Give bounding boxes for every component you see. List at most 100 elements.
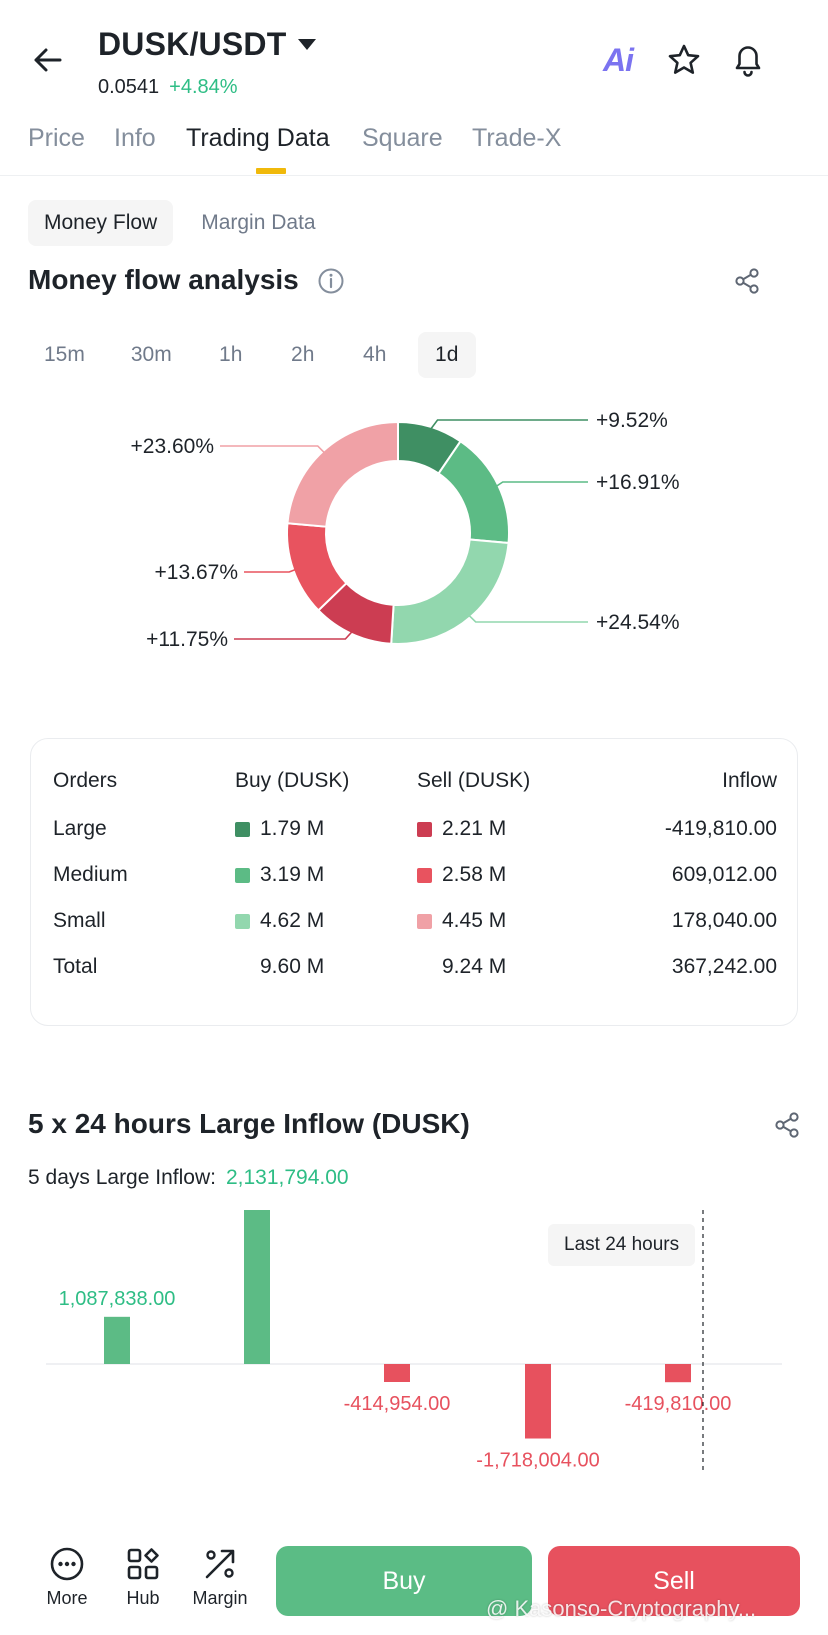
table-header: Orders Buy (DUSK) Sell (DUSK) Inflow xyxy=(31,769,799,809)
period-4h[interactable]: 4h xyxy=(363,343,387,366)
bar-value-label: -1,718,004.00 xyxy=(476,1450,599,1472)
donut-leader-line xyxy=(220,445,327,455)
period-1d[interactable]: 1d xyxy=(417,332,476,378)
sell-medium-swatch xyxy=(417,867,432,883)
row-inflow: 178,040.00 xyxy=(671,909,777,932)
row-inflow: 609,012.00 xyxy=(671,863,777,886)
ai-icon: Ai xyxy=(603,41,634,78)
last-24-hours-tag: Last 24 hours xyxy=(548,1224,696,1266)
bottom-action-bar: More Hub Margin Buy Sell xyxy=(0,1520,828,1635)
donut-label: +24.54% xyxy=(596,611,680,634)
share-icon[interactable] xyxy=(772,1110,802,1140)
bar-value-label: -419,810.00 xyxy=(625,1393,732,1415)
subtab-money-flow[interactable]: Money Flow xyxy=(28,200,174,246)
main-tabs: Price Info Trading Data Square Trade-X xyxy=(0,118,828,176)
more-label: More xyxy=(46,1588,88,1608)
watermark-text: @ Kasonso-Cryptography... xyxy=(486,1596,757,1621)
header-orders: Orders xyxy=(53,769,118,792)
donut-label: +13.67% xyxy=(155,561,239,584)
pair-selector[interactable]: DUSK/USDT xyxy=(98,26,317,63)
row-sell: 2.58 M xyxy=(442,863,507,886)
row-buy: 4.62 M xyxy=(260,909,325,932)
margin-button[interactable]: Margin xyxy=(180,1546,260,1609)
alert-button[interactable] xyxy=(728,40,768,80)
tab-price[interactable]: Price xyxy=(28,124,85,152)
buy-small-swatch xyxy=(235,913,250,929)
donut-leader-line xyxy=(467,613,588,623)
margin-label: Margin xyxy=(192,1588,248,1608)
header-sell: Sell (DUSK) xyxy=(417,769,531,792)
sub-tabs: Money Flow Margin Data xyxy=(28,200,332,246)
hub-icon xyxy=(127,1548,159,1580)
row-inflow: -419,810.00 xyxy=(664,817,777,840)
inflow-bar xyxy=(665,1364,691,1383)
large-inflow-bar-chart: 1,087,838.003,596,724.00-414,954.00-1,71… xyxy=(46,1210,782,1472)
bell-icon xyxy=(735,46,761,77)
row-order: Large xyxy=(53,817,107,840)
sell-large-swatch xyxy=(417,821,432,837)
back-arrow-icon[interactable] xyxy=(30,42,66,78)
row-sell: 4.45 M xyxy=(442,909,507,932)
table-row: Large 1.79 M 2.21 M -419,810.00 xyxy=(31,817,799,857)
row-order: Total xyxy=(53,955,98,978)
five-days-value: 2,131,794.00 xyxy=(225,1166,349,1189)
subtab-margin-data[interactable]: Margin Data xyxy=(201,211,316,234)
period-30m[interactable]: 30m xyxy=(130,343,172,366)
five-days-inflow: 5 days Large Inflow: 2,131,794.00 xyxy=(28,1166,349,1190)
pair-title: DUSK/USDT xyxy=(98,26,287,62)
sell-button[interactable]: Sell xyxy=(548,1546,800,1616)
table-row-total: Total 9.60 M 9.24 M 367,242.00 xyxy=(31,955,799,995)
hub-label: Hub xyxy=(126,1588,160,1608)
donut-slice-sell-small xyxy=(286,420,399,528)
row-buy: 1.79 M xyxy=(260,817,325,840)
period-1h[interactable]: 1h xyxy=(219,343,243,366)
tab-trading-data[interactable]: Trading Data xyxy=(186,124,330,152)
price-line: 0.0541 +4.84% xyxy=(98,76,238,99)
donut-label: +23.60% xyxy=(131,435,215,458)
share-icon[interactable] xyxy=(732,266,762,296)
table-row: Medium 3.19 M 2.58 M 609,012.00 xyxy=(31,863,799,903)
row-order: Small xyxy=(53,909,106,932)
table-row: Small 4.62 M 4.45 M 178,040.00 xyxy=(31,909,799,949)
row-inflow: 367,242.00 xyxy=(671,955,777,978)
bar-value-label: 1,087,838.00 xyxy=(59,1288,176,1310)
margin-icon xyxy=(205,1549,235,1579)
bar-value-label: -414,954.00 xyxy=(344,1393,451,1415)
inflow-bar xyxy=(104,1316,130,1364)
buy-medium-swatch xyxy=(235,867,250,883)
buy-button[interactable]: Buy xyxy=(276,1546,532,1616)
row-sell: 9.24 M xyxy=(442,955,507,978)
row-buy: 3.19 M xyxy=(260,863,325,886)
tab-square[interactable]: Square xyxy=(362,124,443,152)
more-button[interactable]: More xyxy=(27,1546,107,1609)
donut-label: +11.75% xyxy=(146,628,228,651)
more-icon xyxy=(50,1547,84,1581)
inflow-bar xyxy=(384,1364,410,1382)
hub-button[interactable]: Hub xyxy=(103,1546,183,1609)
info-icon[interactable] xyxy=(318,268,344,294)
row-sell: 2.21 M xyxy=(442,817,507,840)
tab-trade-x[interactable]: Trade-X xyxy=(472,124,562,152)
favorite-button[interactable] xyxy=(664,40,704,80)
last-price: 0.0541 xyxy=(98,76,160,98)
inflow-bar xyxy=(244,1210,270,1364)
donut-leader-line xyxy=(494,481,588,488)
donut-leader-line xyxy=(244,568,298,573)
ai-button[interactable]: Ai xyxy=(598,40,638,80)
large-inflow-title: 5 x 24 hours Large Inflow (DUSK) xyxy=(28,1108,470,1139)
star-icon xyxy=(668,44,700,74)
donut-label: +16.91% xyxy=(596,471,680,494)
row-buy: 9.60 M xyxy=(260,955,325,978)
donut-label: +9.52% xyxy=(596,409,668,432)
tab-info[interactable]: Info xyxy=(114,124,156,152)
money-flow-donut-chart: +9.52% +16.91% +24.54% +11.75% +13.67% +23.60… xyxy=(131,409,680,651)
period-2h[interactable]: 2h xyxy=(291,343,315,366)
period-15m[interactable]: 15m xyxy=(44,343,85,366)
orders-table: Orders Buy (DUSK) Sell (DUSK) Inflow Lar… xyxy=(30,738,798,1026)
donut-slice-buy-small xyxy=(390,538,510,645)
header-buy: Buy (DUSK) xyxy=(235,769,350,792)
price-change: +4.84% xyxy=(169,76,238,98)
active-tab-indicator xyxy=(256,168,286,174)
header: DUSK/USDT 0.0541 +4.84% Ai xyxy=(0,0,828,110)
row-order: Medium xyxy=(53,863,128,886)
